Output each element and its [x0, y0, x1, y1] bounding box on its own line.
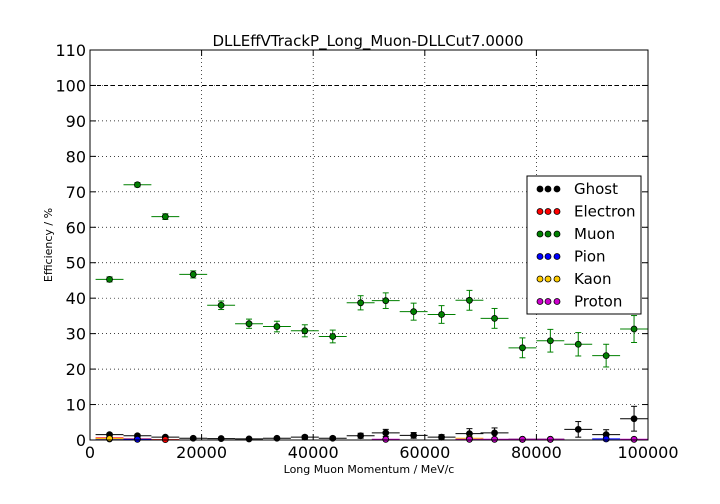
legend-marker-electron: [553, 208, 561, 215]
series-muon: [95, 181, 648, 368]
y-tick-label: 10: [66, 396, 86, 415]
legend-marker-pion: [544, 253, 552, 260]
y-axis-title: Efficiency / %: [42, 208, 55, 282]
muon-point: [273, 323, 281, 330]
legend-label-pion: Pion: [574, 248, 606, 266]
chart-title: DLLEffVTrackP_Long_Muon-DLLCut7.0000: [212, 32, 523, 51]
muon-point: [134, 181, 141, 189]
ghost-point: [630, 415, 638, 423]
pion-point: [134, 435, 141, 443]
muon-point: [630, 325, 638, 333]
plot-frame: [89, 49, 649, 441]
legend-label-kaon: Kaon: [574, 270, 611, 288]
ghost-point: [438, 433, 445, 441]
y-tick-label: 0: [76, 431, 86, 450]
legend-marker-kaon: [536, 275, 544, 283]
muon-point: [546, 337, 554, 345]
x-tick-label: 20000: [176, 443, 227, 462]
legend-box: [526, 175, 642, 315]
ghost-point: [574, 425, 582, 433]
muon-point: [189, 271, 197, 278]
ghost-point: [491, 429, 498, 437]
ghost-point: [357, 432, 365, 440]
ghost-point: [301, 433, 309, 441]
proton-point: [546, 435, 554, 443]
y-tick-label: 90: [66, 112, 86, 131]
kaon-point: [106, 435, 113, 442]
ghost-point: [217, 435, 225, 442]
x-tick-label: 40000: [288, 443, 339, 462]
legend-label-muon: Muon: [574, 225, 615, 243]
muon-point: [602, 352, 610, 360]
muon-point: [491, 314, 498, 322]
x-tick-label: 100000: [617, 443, 678, 462]
muon-point: [106, 275, 113, 283]
legend-marker-pion: [553, 253, 561, 260]
y-tick-label: 30: [66, 325, 86, 344]
muon-point: [574, 340, 582, 348]
legend-marker-proton: [544, 298, 552, 305]
legend-marker-kaon: [544, 275, 552, 283]
x-tick-label: 80000: [511, 443, 562, 462]
muon-point: [161, 213, 169, 221]
legend-marker-muon: [536, 230, 544, 238]
y-tick-label: 40: [66, 289, 86, 308]
proton-point: [491, 435, 498, 443]
legend-marker-proton: [536, 298, 544, 305]
y-tick-label: 60: [66, 218, 86, 237]
muon-point: [329, 333, 337, 340]
pion-point: [602, 435, 610, 443]
x-tick-label: 0: [85, 443, 95, 462]
proton-point: [519, 435, 526, 443]
axis-ticks: 0 20000 40000 60000 80000 100000 0 10 20 30 40 50 60…: [55, 41, 678, 462]
legend-label-proton: Proton: [574, 293, 622, 311]
y-tick-label: 70: [66, 183, 86, 202]
legend-marker-proton: [553, 298, 561, 305]
legend-marker-ghost: [544, 185, 552, 193]
ghost-point: [410, 431, 418, 439]
y-tick-label: 50: [66, 254, 86, 273]
y-tick-label: 100: [55, 76, 86, 95]
legend-marker-muon: [544, 230, 552, 238]
legend-marker-kaon: [553, 275, 561, 283]
legend-marker-ghost: [553, 185, 561, 193]
y-tick-label: 80: [66, 147, 86, 166]
muon-point: [245, 320, 253, 328]
ghost-point: [245, 435, 253, 443]
legend-marker-electron: [544, 208, 552, 215]
ghost-point: [382, 429, 390, 437]
legend-marker-pion: [536, 253, 544, 260]
muon-point: [466, 296, 473, 304]
legend: Ghost Electron Muon Pion Kaon Proton: [526, 175, 642, 315]
muon-point: [301, 327, 309, 335]
proton-point: [382, 435, 390, 443]
x-tick-label: 60000: [399, 443, 450, 462]
muon-point: [357, 299, 365, 307]
proton-point: [630, 435, 638, 443]
muon-point: [438, 311, 445, 318]
legend-marker-ghost: [536, 185, 544, 193]
muon-point: [519, 344, 526, 352]
legend-label-ghost: Ghost: [574, 180, 618, 198]
muon-point: [410, 308, 418, 316]
legend-label-electron: Electron: [574, 203, 636, 221]
proton-point: [466, 435, 473, 443]
muon-point: [382, 297, 390, 305]
y-tick-label: 20: [66, 360, 86, 379]
x-axis-title: Long Muon Momentum / MeV/c: [284, 463, 455, 476]
y-tick-label: 110: [55, 41, 86, 60]
legend-marker-muon: [553, 230, 561, 238]
muon-point: [217, 301, 225, 309]
legend-marker-electron: [536, 208, 544, 215]
